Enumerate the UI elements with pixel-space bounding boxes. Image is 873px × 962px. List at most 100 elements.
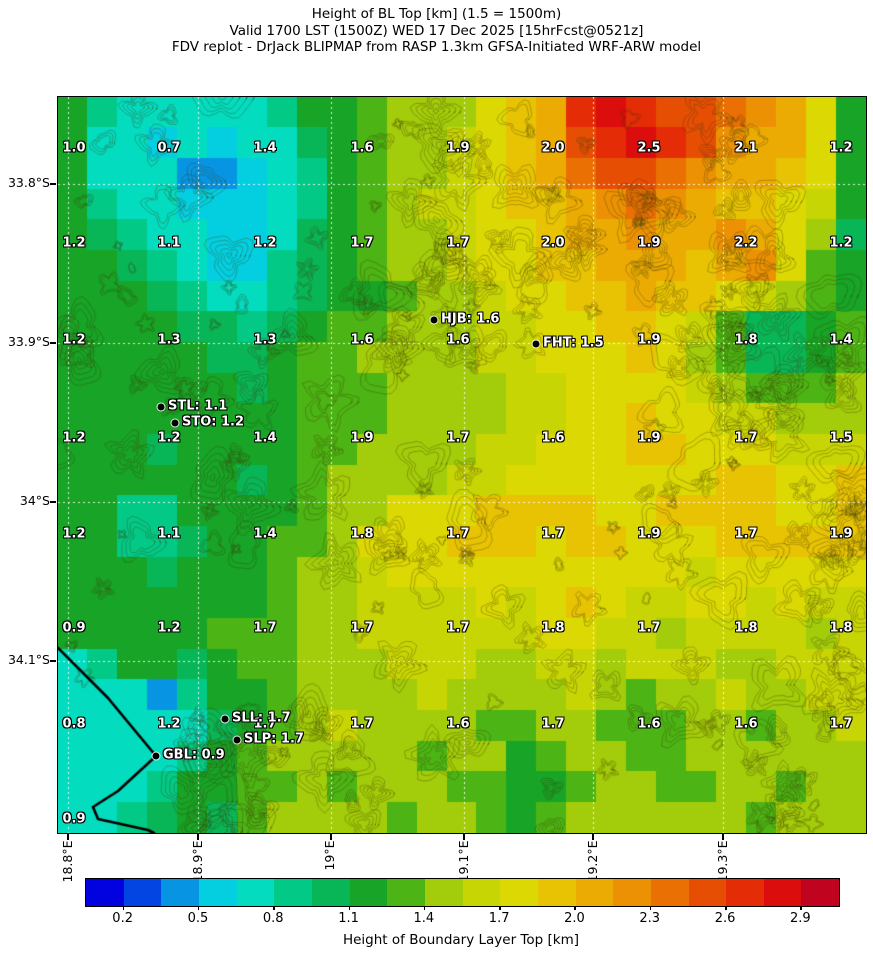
colorbar-segment (650, 879, 689, 906)
colorbar-segment (801, 879, 840, 906)
colorbar-tick (273, 906, 275, 910)
map-value-label: 2.0 (541, 235, 565, 251)
colorbar-segment (575, 879, 614, 906)
map-value-label: 1.8 (734, 620, 758, 636)
map-value-label: 1.7 (446, 620, 470, 636)
map-value-label: 1.2 (62, 332, 86, 348)
map-value-label: 1.4 (253, 140, 277, 156)
x-axis-tick (463, 834, 465, 840)
station-label: STO: 1.2 (182, 414, 245, 430)
colorbar-segment (763, 879, 802, 906)
map-value-label: 1.7 (829, 716, 853, 732)
map-value-label: 1.7 (734, 430, 758, 446)
map-value-label: 1.6 (446, 716, 470, 732)
colorbar-segment (424, 879, 463, 906)
map-value-label: 1.8 (829, 620, 853, 636)
map-value-label: 1.2 (253, 235, 277, 251)
map-value-label: 1.9 (829, 526, 853, 542)
map-value-label: 1.2 (157, 620, 181, 636)
station-dot (157, 403, 165, 411)
colorbar-tick-label: 0.5 (187, 911, 209, 926)
map-value-label: 1.9 (350, 430, 374, 446)
colorbar-tick (574, 906, 576, 910)
map-value-label: 1.3 (253, 332, 277, 348)
station-label: HJB: 1.6 (441, 311, 500, 327)
y-axis-tick (50, 660, 56, 662)
map-value-label: 1.7 (541, 716, 565, 732)
map-value-label: 0.9 (62, 620, 86, 636)
map-value-label: 1.6 (350, 140, 374, 156)
colorbar-tick (800, 906, 802, 910)
station-label: GBL: 0.9 (163, 747, 225, 763)
colorbar-segment (236, 879, 275, 906)
map-value-label: 1.7 (446, 235, 470, 251)
x-axis-tick (197, 834, 199, 840)
map-value-label: 1.3 (157, 332, 181, 348)
map-value-label: 1.7 (637, 620, 661, 636)
x-axis-tick (67, 834, 69, 840)
map-value-label: 2.2 (734, 235, 758, 251)
colorbar-tick-label: 2.9 (790, 911, 811, 926)
map-value-label: 1.2 (62, 235, 86, 251)
colorbar-tick-label: 1.1 (338, 911, 359, 926)
title-line-2: Valid 1700 LST (1500Z) WED 17 Dec 2025 [… (229, 22, 644, 39)
colorbar-segment (726, 879, 764, 906)
station-dot (233, 736, 241, 744)
x-axis-label: 19°E (322, 840, 338, 871)
map-value-label: 2.0 (541, 140, 565, 156)
colorbar-tick (499, 906, 501, 910)
x-axis-label: 18.8°E (59, 840, 75, 883)
map-plot-area: 1.0 0.7 1.4 1.6 1.9 2.0 2.5 2.1 1.2 1.2 1.1 1.2 1.7 1… (57, 96, 867, 834)
map-value-label: 1.6 (734, 716, 758, 732)
colorbar-segment (349, 879, 388, 906)
station-label: SLP: 1.7 (244, 731, 304, 747)
x-axis-tick (330, 834, 332, 840)
colorbar-tick-label: 2.3 (639, 911, 661, 926)
map-value-label: 1.7 (350, 716, 374, 732)
y-axis-tick (50, 183, 56, 185)
map-value-label: 1.8 (350, 526, 374, 542)
y-axis-label: 34.1°S (7, 652, 50, 667)
plot-title-block: Height of BL Top [km] (1.5 = 1500m) Vali… (0, 6, 873, 56)
colorbar-segment (123, 879, 162, 906)
colorbar-tick (725, 906, 727, 910)
y-axis-tick (50, 501, 56, 503)
colorbar-segment (198, 879, 237, 906)
x-axis-tick (722, 834, 724, 840)
map-value-label: 1.1 (157, 526, 181, 542)
map-value-label: 1.8 (541, 620, 565, 636)
colorbar-segment (161, 879, 199, 906)
map-value-label: 0.9 (62, 811, 86, 827)
map-value-label: 1.8 (734, 332, 758, 348)
title-line-3: FDV replot - DrJack BLIPMAP from RASP 1.… (171, 39, 702, 55)
map-value-label: 1.2 (62, 526, 86, 542)
map-value-label: 2.1 (734, 140, 758, 156)
colorbar-segment (537, 879, 576, 906)
y-axis-tick (50, 342, 56, 344)
colorbar-tick (197, 906, 200, 910)
station-dot (171, 419, 179, 427)
colorbar-label: Height of Boundary Layer Top [km] (342, 932, 580, 948)
colorbar-tick (348, 906, 351, 910)
colorbar-segment (86, 879, 124, 906)
colorbar (85, 878, 840, 907)
colorbar-tick (423, 906, 426, 910)
station-label: FHT: 1.5 (543, 335, 604, 351)
map-value-label: 1.4 (829, 332, 853, 348)
station-dot (152, 752, 160, 760)
map-value-label: 1.7 (253, 716, 277, 732)
station-label: SLL: 1.7 (232, 710, 291, 726)
colorbar-segment (688, 879, 727, 906)
colorbar-segment (613, 879, 651, 906)
y-axis-label: 33.9°S (7, 334, 50, 349)
map-value-label: 1.7 (253, 620, 277, 636)
y-axis-label: 34°S (19, 493, 50, 508)
map-value-label: 1.4 (253, 430, 277, 446)
title-line-1: Height of BL Top [km] (1.5 = 1500m) (311, 6, 562, 22)
y-axis-label: 33.8°S (7, 175, 50, 190)
map-value-label: 1.6 (446, 332, 470, 348)
map-canvas (58, 97, 866, 833)
colorbar-tick (122, 906, 125, 910)
map-value-label: 1.6 (541, 430, 565, 446)
